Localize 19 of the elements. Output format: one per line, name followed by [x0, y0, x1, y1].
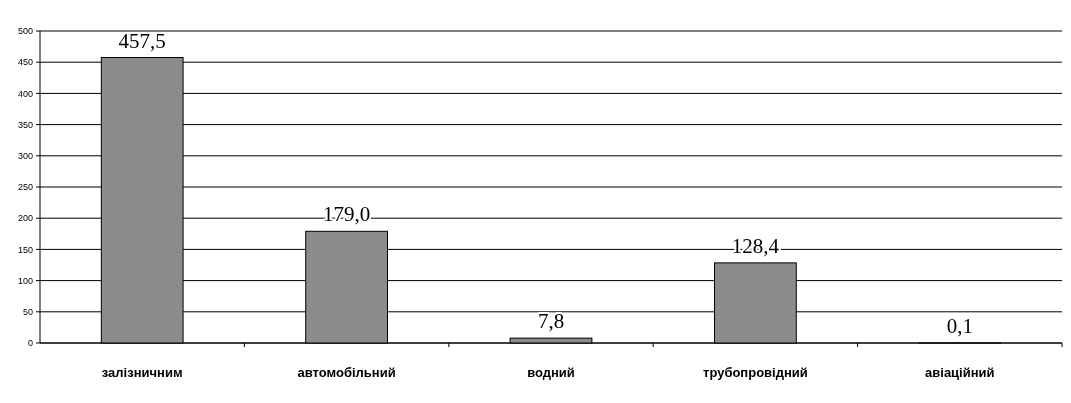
x-tick-label: залізничним: [101, 365, 183, 380]
y-tick-label: 500: [17, 26, 33, 37]
y-tick-label: 150: [17, 244, 33, 255]
y-tick-label: 250: [17, 182, 33, 193]
x-tick-label: авіаційний: [925, 365, 995, 380]
data-label: 457,5: [118, 28, 166, 53]
x-tick-label: трубопровідний: [703, 365, 808, 380]
data-label: 0,1: [946, 313, 973, 338]
data-label: 7,8: [537, 309, 565, 334]
y-tick-label: 200: [17, 213, 33, 224]
y-tick-label: 0: [27, 338, 33, 349]
y-tick-label: 450: [17, 57, 33, 68]
y-tick-label: 50: [22, 306, 33, 317]
x-tick-label: автомобільний: [297, 365, 396, 380]
y-tick-label: 300: [17, 150, 33, 161]
y-tick-label: 100: [17, 275, 33, 286]
y-tick-label: 400: [17, 88, 33, 99]
x-tick-label: водний: [527, 365, 575, 380]
y-tick-label: 350: [17, 119, 33, 130]
